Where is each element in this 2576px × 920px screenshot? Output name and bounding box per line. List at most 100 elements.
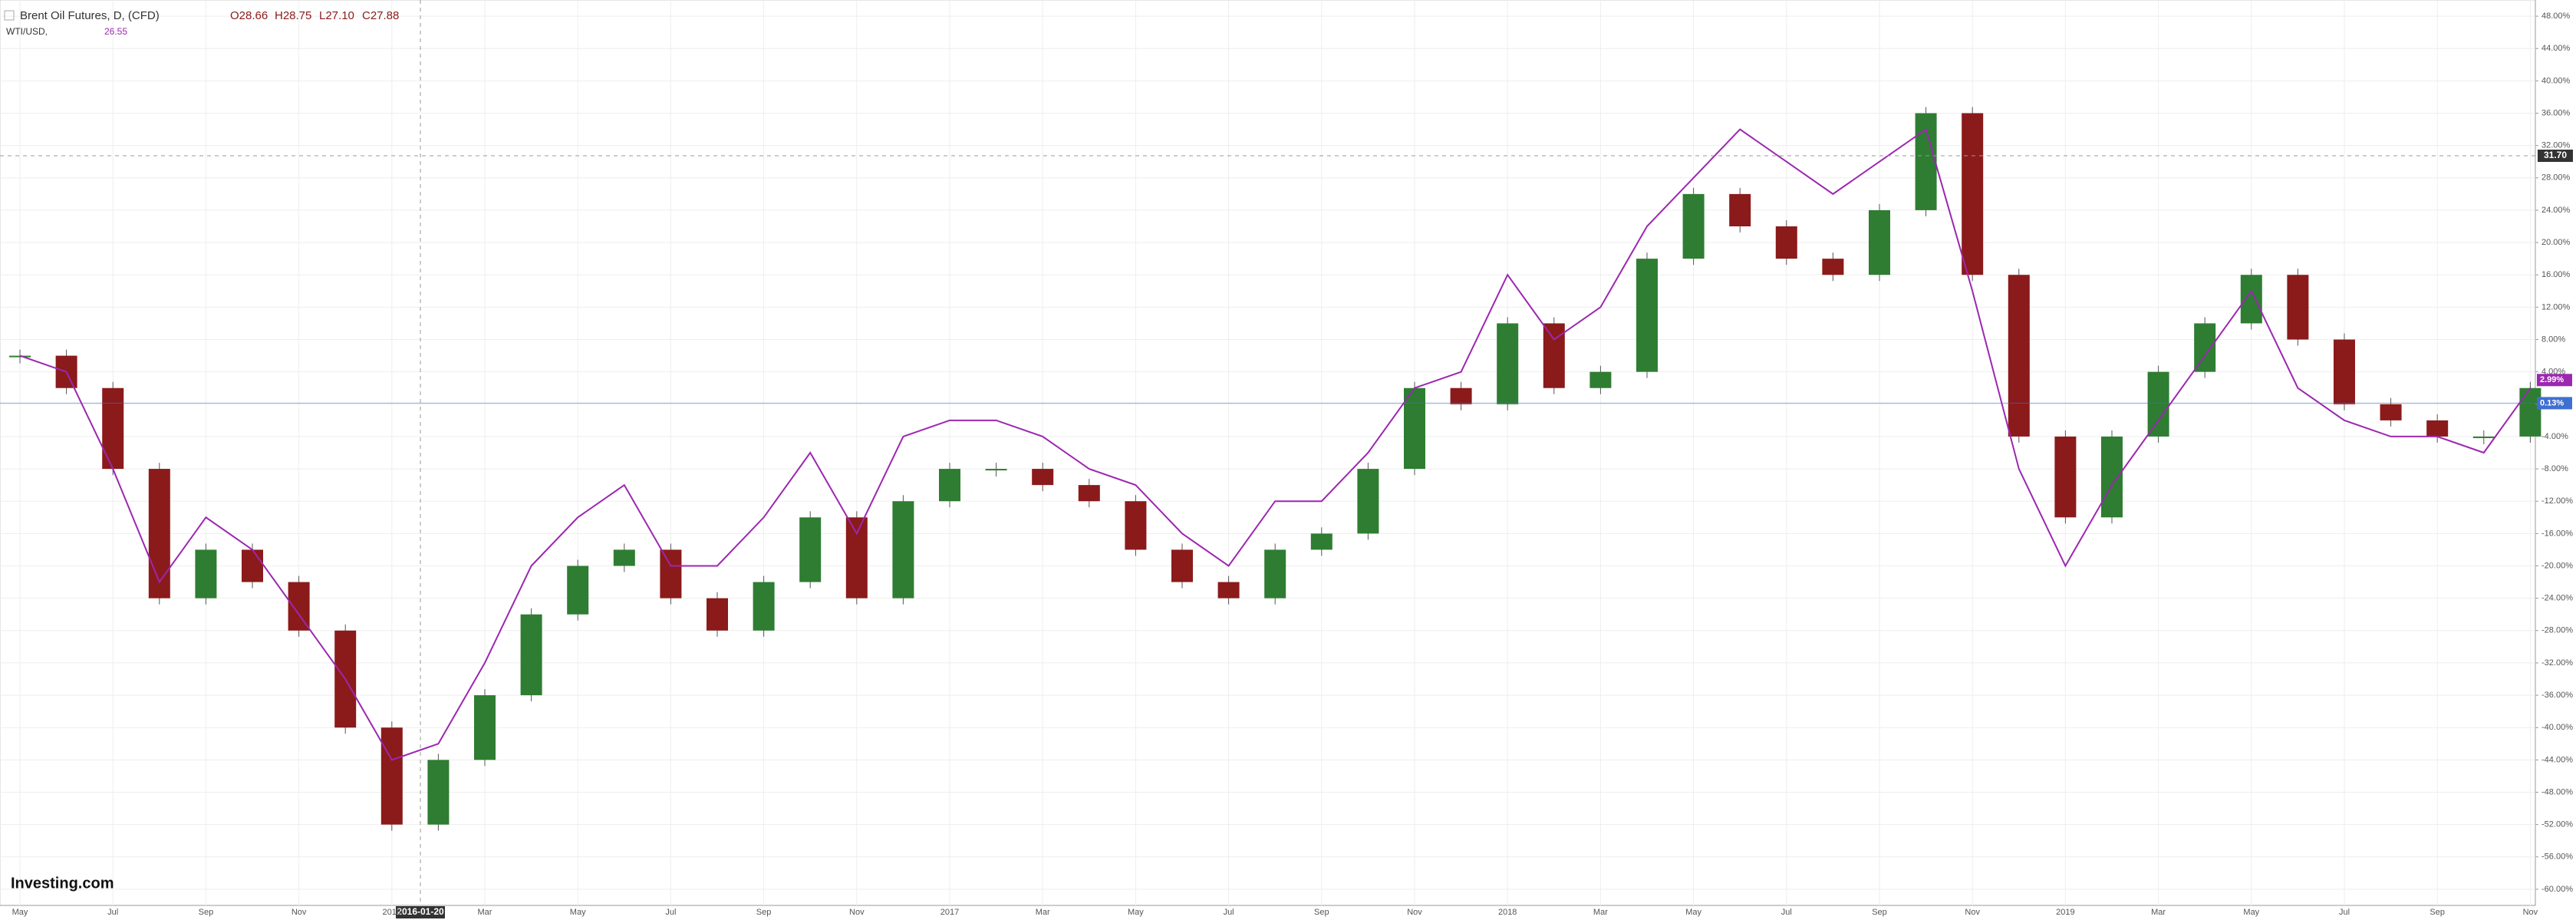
- candle: [195, 549, 217, 598]
- candle: [2101, 436, 2123, 518]
- x-tick-label: Nov: [1407, 908, 1422, 917]
- candle: [660, 549, 682, 598]
- candle: [1729, 193, 1751, 226]
- y-tick-label: -4.00%: [2541, 432, 2568, 441]
- y-tick-label: 20.00%: [2541, 238, 2571, 247]
- logo: Investing.com: [11, 875, 114, 892]
- candle: [1869, 209, 1890, 275]
- x-tick-label: Mar: [478, 908, 492, 917]
- x-tick-label: Nov: [2523, 908, 2538, 917]
- candle: [2147, 371, 2169, 437]
- candle: [2054, 436, 2077, 518]
- crosshair-date: 2016-01-20: [397, 906, 444, 917]
- y-tick-label: 44.00%: [2541, 44, 2571, 53]
- candle: [1078, 485, 1100, 502]
- candle: [567, 566, 589, 615]
- last-label-box: [2537, 397, 2572, 410]
- x-tick-label: Nov: [849, 908, 865, 917]
- y-tick-label: -48.00%: [2541, 787, 2573, 796]
- compare-value: 26.55: [104, 26, 127, 37]
- ohlc-close: C27.88: [362, 9, 399, 22]
- x-tick-label: Sep: [2429, 908, 2445, 917]
- x-tick-label: 2019: [2056, 908, 2074, 917]
- marks: [9, 107, 2541, 831]
- x-tick-label: Sep: [756, 908, 772, 917]
- symbol: Brent Oil Futures, D, (CFD): [20, 9, 160, 22]
- candle: [1682, 193, 1705, 259]
- x-tick-label: Jul: [107, 908, 118, 917]
- x-tick-label: 2018: [1498, 908, 1517, 917]
- x-tick-label: Sep: [199, 908, 214, 917]
- y-tick-label: 12.00%: [2541, 302, 2571, 312]
- candle: [1310, 533, 1332, 550]
- x-tick-label: Nov: [292, 908, 307, 917]
- candle: [2008, 275, 2030, 437]
- candle: [1589, 371, 1612, 388]
- y-tick-label: 8.00%: [2541, 335, 2565, 344]
- x-tick-label: May: [12, 908, 28, 917]
- candle: [474, 695, 496, 760]
- ohlc-low: L27.10: [319, 9, 354, 22]
- x-tick-label: Sep: [1872, 908, 1887, 917]
- y-tick-label: -32.00%: [2541, 658, 2573, 668]
- y-tick-label: -24.00%: [2541, 594, 2573, 603]
- candle: [985, 469, 1007, 471]
- last-label-box: [2537, 374, 2572, 387]
- x-tick-label: May: [2243, 908, 2259, 917]
- candle: [288, 582, 310, 631]
- candle: [1497, 323, 1519, 404]
- crosshair-price-box: [2538, 150, 2573, 162]
- y-tick-label: 28.00%: [2541, 173, 2571, 183]
- crosshair-price: 31.70: [2544, 150, 2567, 160]
- x-tick-label: 2016: [383, 908, 401, 917]
- candle: [892, 501, 914, 598]
- y-tick-label: 40.00%: [2541, 76, 2571, 85]
- x-tick-label: Jul: [2339, 908, 2350, 917]
- y-tick-label: -28.00%: [2541, 626, 2573, 635]
- candle: [427, 760, 450, 825]
- candle: [845, 517, 868, 598]
- y-tick-label: 48.00%: [2541, 12, 2571, 21]
- candle: [1357, 469, 1379, 534]
- collapse-icon[interactable]: [4, 10, 15, 21]
- crosshair-date-box: [396, 906, 445, 918]
- y-tick-label: 24.00%: [2541, 206, 2571, 215]
- candle: [2240, 275, 2262, 324]
- x-tick-label: May: [1128, 908, 1144, 917]
- candle: [1404, 387, 1425, 470]
- y-tick-label: 16.00%: [2541, 270, 2571, 279]
- x-tick-label: Jul: [665, 908, 676, 917]
- x-tick-label: May: [1685, 908, 1701, 917]
- candle: [2472, 436, 2495, 438]
- x-tick-label: 2017: [940, 908, 959, 917]
- ohlc-high: H28.75: [275, 9, 311, 22]
- candle: [707, 598, 728, 631]
- candle: [148, 469, 170, 598]
- candle: [613, 549, 635, 566]
- x-tick-label: Mar: [1593, 908, 1608, 917]
- y-tick-label: -12.00%: [2541, 496, 2573, 506]
- candle: [520, 614, 542, 696]
- candle: [1915, 113, 1937, 210]
- x-tick-label: Nov: [1965, 908, 1980, 917]
- candle: [1775, 226, 1797, 259]
- compare-symbol: WTI/USD,: [6, 26, 48, 37]
- candle: [2287, 275, 2309, 340]
- last-label: 0.13%: [2540, 398, 2564, 407]
- candle: [1125, 501, 1147, 550]
- last-label: 2.99%: [2540, 375, 2564, 384]
- candle: [1543, 323, 1565, 388]
- candle: [1822, 259, 1844, 275]
- candle: [1450, 387, 1472, 404]
- candle: [1962, 113, 1984, 275]
- plot-frame: [0, 0, 2536, 906]
- candle: [2334, 339, 2355, 404]
- candle: [2426, 420, 2449, 437]
- y-tick-label: -8.00%: [2541, 464, 2568, 473]
- x-tick-label: May: [570, 908, 586, 917]
- y-tick-label: -16.00%: [2541, 529, 2573, 538]
- x-tick-label: Sep: [1314, 908, 1329, 917]
- x-tick-label: Jul: [1224, 908, 1234, 917]
